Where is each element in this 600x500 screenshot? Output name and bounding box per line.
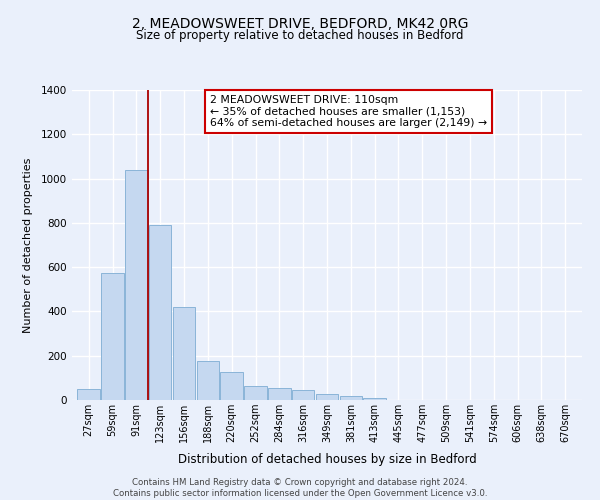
Text: 2 MEADOWSWEET DRIVE: 110sqm
← 35% of detached houses are smaller (1,153)
64% of : 2 MEADOWSWEET DRIVE: 110sqm ← 35% of det… (210, 94, 487, 128)
Bar (340, 396, 362, 400)
Text: Size of property relative to detached houses in Bedford: Size of property relative to detached ho… (136, 29, 464, 42)
Y-axis label: Number of detached properties: Number of detached properties (23, 158, 32, 332)
Bar (125, 170, 148, 400)
Text: 2, MEADOWSWEET DRIVE, BEDFORD, MK42 0RG: 2, MEADOWSWEET DRIVE, BEDFORD, MK42 0RG (132, 18, 468, 32)
Bar (292, 390, 314, 400)
Bar (268, 388, 290, 400)
Bar (149, 225, 172, 400)
Bar (364, 398, 386, 400)
Text: Contains HM Land Registry data © Crown copyright and database right 2024.
Contai: Contains HM Land Registry data © Crown c… (113, 478, 487, 498)
Bar (77, 389, 100, 400)
Bar (101, 272, 124, 400)
Bar (220, 372, 243, 400)
Bar (316, 394, 338, 400)
X-axis label: Distribution of detached houses by size in Bedford: Distribution of detached houses by size … (178, 454, 476, 466)
Bar (197, 360, 219, 400)
Bar (173, 307, 196, 400)
Bar (244, 386, 267, 400)
